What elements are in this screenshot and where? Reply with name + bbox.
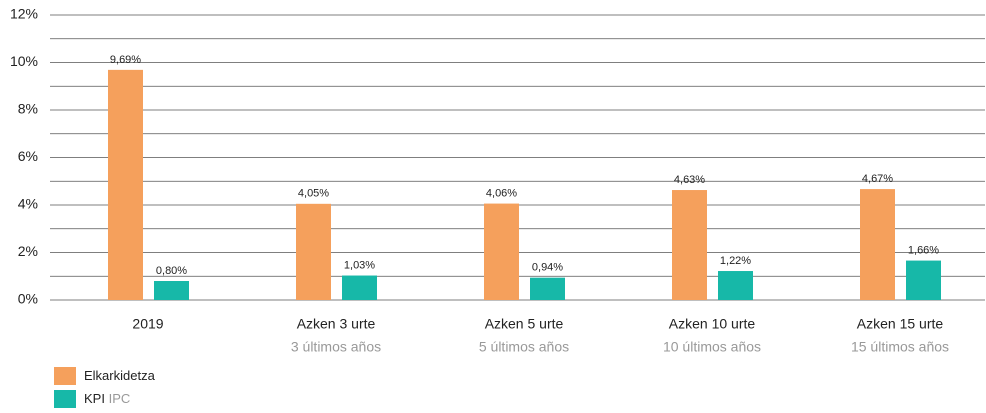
x-tick-sublabel: 5 últimos años xyxy=(479,339,569,355)
x-tick-sublabel: 10 últimos años xyxy=(663,339,761,355)
value-label: 4,06% xyxy=(486,187,517,199)
legend-translation: IPC xyxy=(109,391,131,406)
x-tick-label: Azken 3 urte xyxy=(297,316,376,332)
y-tick-label: 12% xyxy=(10,6,38,22)
legend-swatch xyxy=(54,390,76,408)
bar xyxy=(718,271,753,300)
x-tick-label: Azken 10 urte xyxy=(669,316,756,332)
bar xyxy=(530,277,565,300)
y-tick-label: 6% xyxy=(18,148,38,164)
x-tick-label: 2019 xyxy=(132,316,163,332)
bar xyxy=(154,281,189,300)
legend-label: KPI IPC xyxy=(84,391,130,406)
bar xyxy=(296,203,331,300)
bar xyxy=(342,275,377,300)
y-tick-label: 2% xyxy=(18,243,38,259)
value-label: 1,22% xyxy=(720,255,751,267)
x-tick-label: Azken 5 urte xyxy=(485,316,564,332)
x-tick-label: Azken 15 urte xyxy=(857,316,944,332)
value-label: 1,03% xyxy=(344,259,375,271)
y-tick-label: 4% xyxy=(18,196,38,212)
bar xyxy=(672,190,707,300)
y-tick-label: 10% xyxy=(10,53,38,69)
y-tick-label: 8% xyxy=(18,101,38,117)
y-tick-label: 0% xyxy=(18,291,38,307)
bar xyxy=(484,203,519,300)
value-label: 0,94% xyxy=(532,262,563,274)
value-label: 4,67% xyxy=(862,173,893,185)
bar xyxy=(906,260,941,300)
bar xyxy=(860,189,895,300)
legend-name: KPI xyxy=(84,391,105,406)
x-tick-sublabel: 3 últimos años xyxy=(291,339,381,355)
value-label: 9,69% xyxy=(110,54,141,66)
value-label: 1,66% xyxy=(908,244,939,256)
value-label: 4,63% xyxy=(674,174,705,186)
legend-name: Elkarkidetza xyxy=(84,368,156,383)
x-tick-sublabel: 15 últimos años xyxy=(851,339,949,355)
bar xyxy=(108,69,143,300)
legend-label: Elkarkidetza xyxy=(84,368,156,383)
value-label: 0,80% xyxy=(156,265,187,277)
value-label: 4,05% xyxy=(298,188,329,200)
legend-swatch xyxy=(54,367,76,385)
